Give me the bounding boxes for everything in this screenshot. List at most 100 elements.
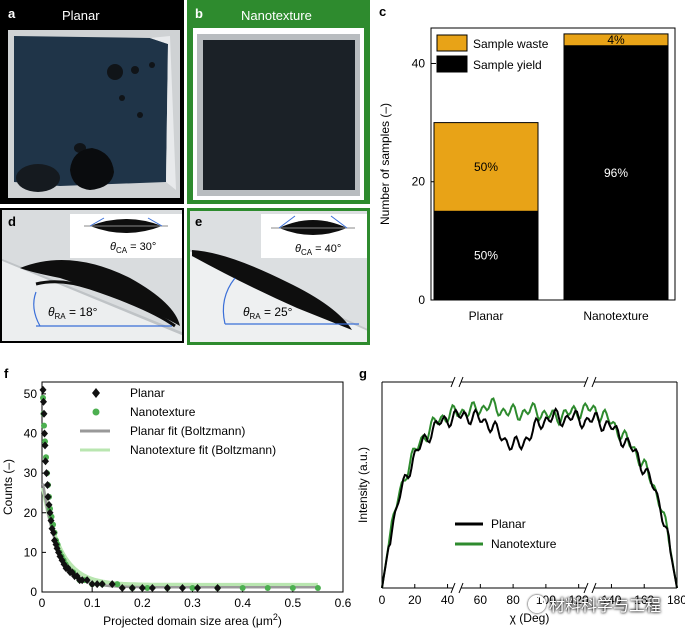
panel-d-contact-angle: θCA = 30° θRA = 18° d	[0, 208, 184, 343]
y-tick-label: 40	[24, 427, 38, 441]
axis-break-mark	[583, 582, 589, 594]
y-axis-label: Number of samples (–)	[378, 103, 392, 225]
panel-letter: a	[8, 6, 16, 21]
panel-letter: f	[4, 366, 9, 381]
x-tick-label: 40	[441, 593, 455, 607]
legend-entry: Nanotexture	[491, 537, 557, 551]
nanotexture-point	[41, 422, 48, 429]
theta-ra-label: θRA = 25°	[243, 305, 293, 321]
nanotexture-point	[289, 585, 296, 592]
planar-point	[214, 584, 222, 593]
panel-letter: d	[8, 214, 16, 229]
x-tick-label: 0.2	[134, 596, 151, 610]
planar-point	[138, 584, 146, 593]
nanotexture-point	[144, 585, 151, 592]
planar-point	[93, 580, 101, 589]
theta-ca-label: θCA = 30°	[110, 241, 156, 255]
nanotexture-point	[189, 585, 196, 592]
planar-point	[46, 508, 54, 517]
theta-ca-label: θCA = 40°	[295, 243, 341, 257]
bar-data-label: 4%	[607, 33, 625, 47]
x-tick-label: Nanotexture	[583, 309, 649, 323]
y-tick-label: 0	[30, 585, 37, 599]
y-tick-label: 20	[412, 175, 426, 189]
planar-point	[128, 584, 136, 593]
x-tick-label: 60	[474, 593, 488, 607]
bar-sample-yield	[433, 210, 539, 301]
planar-point	[78, 576, 86, 585]
x-tick-label: 0	[39, 596, 46, 610]
axis-break-mark	[583, 376, 589, 388]
planar-point	[194, 584, 202, 593]
legend-marker	[92, 388, 100, 398]
legend-entry: Sample yield	[473, 58, 542, 72]
legend-entry: Planar fit (Boltzmann)	[130, 424, 245, 438]
planar-line	[381, 407, 678, 589]
x-axis-label: χ (Deg)	[510, 611, 550, 625]
axis-break-mark	[450, 376, 456, 388]
x-tick-label: 0.4	[234, 596, 251, 610]
x-tick-label: 0.1	[84, 596, 101, 610]
panel-letter: e	[195, 214, 203, 229]
panel-title: Planar	[62, 8, 100, 23]
panel-a-photo: a Planar	[0, 0, 184, 204]
planar-point	[148, 584, 156, 593]
x-tick-label: 0.5	[284, 596, 301, 610]
panel-e-contact-angle: θCA = 40° θRA = 25° e	[187, 208, 370, 345]
planar-point	[45, 500, 53, 509]
planar-point	[40, 409, 48, 418]
nanotexture-point	[314, 585, 321, 592]
planar-point	[41, 441, 49, 450]
y-tick-label: 10	[24, 545, 38, 559]
nanotexture-fit-line	[41, 487, 318, 587]
planar-point	[40, 397, 48, 406]
legend-entry: Planar	[491, 517, 526, 531]
bar-sample-yield	[563, 45, 669, 301]
watermark-text: 材料科学与工程	[549, 598, 662, 615]
axis-break-mark	[458, 582, 464, 594]
bar-data-label: 50%	[474, 249, 498, 263]
nanotexture-point	[239, 585, 246, 592]
legend-entry: Nanotexture	[130, 405, 196, 419]
nanotexture-line	[381, 397, 678, 589]
panel-c-bar-chart: c 0 20 40 50% 50% Planar 96% 4% Nanotexture Numbe…	[378, 4, 676, 323]
plot-frame	[430, 27, 676, 301]
x-tick-label: 0.6	[335, 596, 352, 610]
x-tick-label: 160	[634, 593, 654, 607]
planar-point	[50, 528, 58, 537]
planar-point	[41, 429, 49, 438]
panel-letter: b	[195, 6, 203, 21]
panel-g-line-chart: g 0 20 40 60 80 100 120 140 160 180PlanarNanotext…	[356, 366, 685, 625]
planar-point	[44, 492, 52, 501]
bar-sample-waste	[433, 122, 539, 212]
y-tick-label: 20	[24, 506, 38, 520]
nanotexture-point	[114, 581, 121, 588]
legend-entry: Nanotexture fit (Boltzmann)	[130, 443, 276, 457]
planar-point	[108, 580, 116, 589]
planar-droplet-image: θCA = 30° θRA = 18°	[2, 210, 182, 341]
bar-data-label: 50%	[474, 160, 498, 174]
x-axis-label: Projected domain size area (μm2)	[103, 612, 282, 628]
bar-sample-waste	[563, 33, 669, 47]
x-tick-label: 20	[408, 593, 422, 607]
y-axis-label: Counts (–)	[1, 459, 15, 515]
panel-title: Nanotexture	[241, 8, 312, 23]
planar-point	[55, 548, 63, 557]
y-tick-label: 40	[412, 56, 426, 70]
planar-point	[39, 385, 47, 394]
planar-point	[163, 584, 171, 593]
nanotexture-droplet-image: θCA = 40° θRA = 25°	[190, 211, 367, 342]
planar-point	[178, 584, 186, 593]
planar-point	[98, 580, 106, 589]
x-tick-label: 120	[569, 593, 589, 607]
nanotexture-wafer-image	[193, 28, 364, 200]
planar-wafer-image	[8, 30, 180, 198]
axis-break-mark	[591, 582, 597, 594]
x-tick-label: 140	[601, 593, 621, 607]
legend-swatch	[436, 55, 468, 73]
y-tick-label: 0	[418, 293, 425, 307]
panel-b-photo: b Nanotexture	[187, 0, 370, 204]
planar-point	[44, 481, 52, 490]
theta-ra-label: θRA = 18°	[48, 305, 98, 321]
planar-point	[60, 560, 68, 569]
